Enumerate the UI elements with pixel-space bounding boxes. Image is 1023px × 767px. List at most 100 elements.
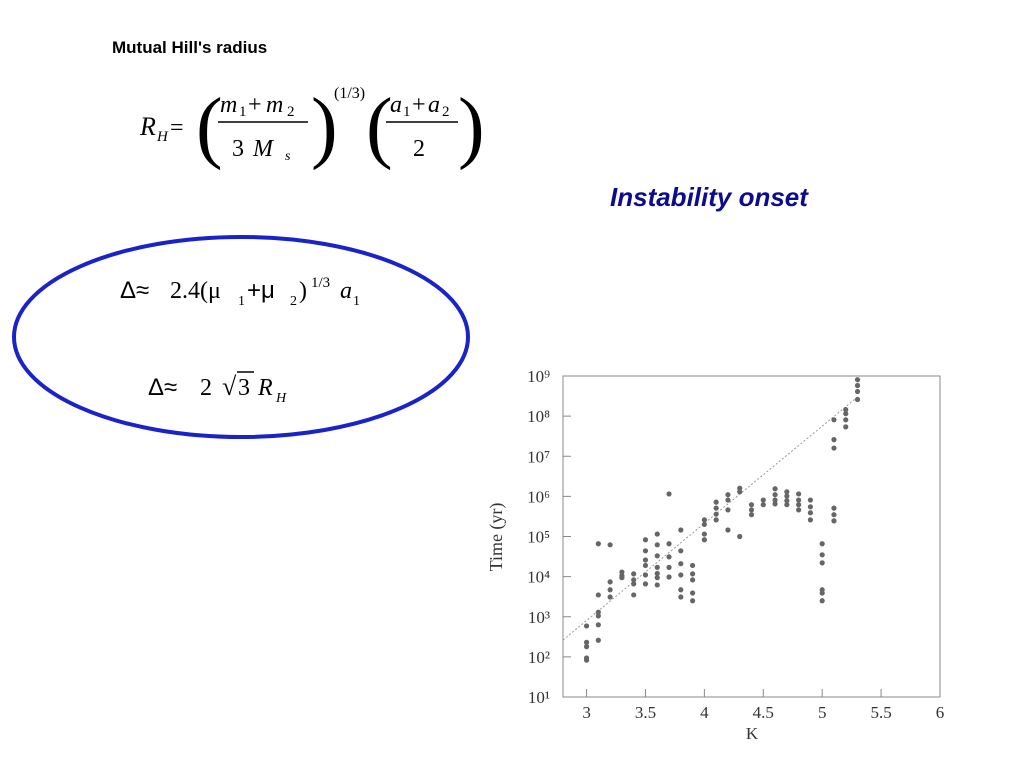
point	[631, 581, 637, 587]
point	[854, 396, 861, 403]
formula-part: +	[248, 92, 262, 118]
point	[701, 517, 707, 523]
y-tick-label: 10⁵	[527, 528, 550, 547]
point	[737, 485, 743, 491]
point	[631, 592, 637, 598]
y-axis-label: Time (yr)	[486, 503, 507, 572]
point	[713, 511, 719, 517]
point	[689, 598, 696, 604]
formula-part: 3	[232, 136, 244, 162]
formula-part: =	[170, 115, 184, 141]
point	[854, 388, 861, 395]
point	[784, 498, 790, 504]
point	[689, 590, 696, 596]
point	[713, 505, 719, 511]
slide-title: Mutual Hill's radius	[112, 38, 267, 57]
point	[784, 493, 790, 499]
formula-part: Δ≈	[120, 277, 149, 304]
point	[654, 531, 660, 537]
point	[654, 564, 660, 570]
y-tick-label: 10⁶	[527, 487, 550, 506]
point	[760, 497, 766, 503]
formula-part: +μ	[247, 277, 275, 304]
point	[595, 592, 601, 598]
point	[819, 590, 825, 596]
point	[796, 491, 802, 497]
y-tick-label: 10⁴	[527, 568, 550, 587]
point	[583, 639, 590, 645]
y-tick-label: 10⁸	[527, 407, 550, 426]
x-tick-label: 3	[582, 703, 591, 722]
formula-part: 1/3	[311, 275, 330, 291]
point	[831, 505, 837, 511]
point	[760, 502, 766, 508]
formula-part: 2	[290, 294, 297, 309]
point	[807, 510, 814, 516]
x-tick-label: 5.5	[870, 703, 891, 722]
formula-part: m	[220, 92, 237, 118]
point	[607, 542, 613, 548]
point	[583, 623, 590, 629]
formula-part: 3	[238, 375, 250, 401]
point	[619, 569, 625, 575]
point	[819, 598, 825, 604]
point	[843, 417, 849, 423]
point	[642, 581, 649, 587]
point	[713, 517, 719, 523]
point	[642, 572, 649, 578]
point	[583, 644, 590, 650]
point	[607, 587, 613, 593]
formula-part: )	[458, 83, 485, 171]
point	[831, 518, 837, 524]
point	[713, 499, 719, 505]
point	[819, 541, 825, 547]
point	[642, 557, 649, 563]
point	[807, 497, 814, 503]
point	[737, 489, 743, 495]
highlight-ellipse	[12, 235, 470, 439]
x-tick-label: 3.5	[635, 703, 656, 722]
formula-part: 2	[442, 104, 450, 120]
point	[772, 492, 778, 498]
point	[642, 548, 649, 554]
point	[678, 572, 684, 578]
point	[725, 527, 731, 533]
formula-part: 2.4(μ	[170, 278, 221, 304]
formula-part: a	[340, 278, 352, 304]
formula-part: 1	[353, 294, 360, 309]
point	[843, 424, 849, 430]
point	[678, 587, 684, 593]
formula-part: 2	[200, 375, 212, 401]
point	[678, 548, 684, 554]
x-tick-label: 4.5	[753, 703, 774, 722]
formula-part: R	[139, 112, 156, 141]
formula-part: 2	[287, 104, 295, 120]
y-tick-label: 10⁷	[527, 447, 550, 466]
point	[748, 507, 755, 513]
point	[666, 574, 672, 580]
point	[654, 582, 660, 588]
fit-line	[562, 396, 858, 641]
point	[595, 613, 601, 619]
point	[843, 411, 849, 417]
section-title: Instability onset	[610, 182, 809, 212]
point	[595, 622, 601, 628]
point	[701, 521, 707, 528]
point	[831, 512, 837, 518]
point	[725, 507, 731, 513]
formula-part: 1	[239, 104, 247, 120]
point	[642, 537, 649, 543]
point	[654, 542, 660, 548]
point	[595, 609, 601, 615]
x-tick-label: 5	[818, 703, 827, 722]
y-tick-label: 10²	[528, 648, 550, 667]
point	[831, 436, 837, 443]
formula-part: )	[311, 83, 338, 171]
point	[796, 507, 802, 513]
point	[784, 489, 790, 495]
y-tick-label: 10¹	[528, 688, 550, 707]
point	[831, 445, 837, 451]
point	[807, 504, 814, 510]
point	[666, 564, 672, 570]
formula-part: H	[275, 391, 287, 406]
